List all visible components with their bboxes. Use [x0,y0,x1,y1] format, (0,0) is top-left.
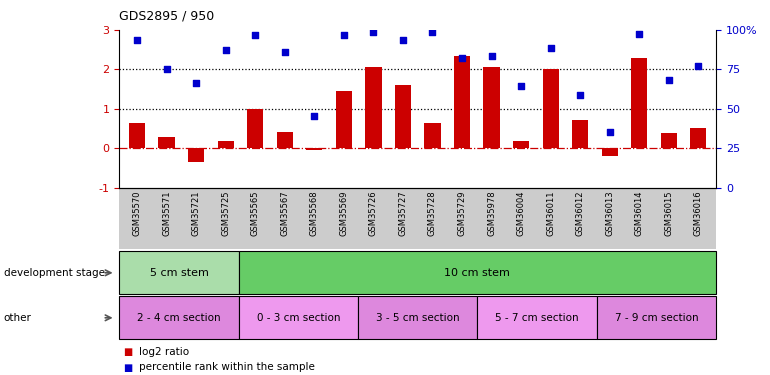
Point [692,63,705,69]
Point [279,49,291,55]
Bar [129,123,146,148]
Text: log2 ratio: log2 ratio [139,347,189,357]
Text: 10 cm stem: 10 cm stem [444,268,511,278]
Point [397,37,409,43]
Bar [395,85,411,148]
Text: 0 - 3 cm section: 0 - 3 cm section [256,313,340,323]
Point [160,66,172,72]
Bar [631,58,648,148]
Text: ■: ■ [123,363,132,372]
Text: 5 - 7 cm section: 5 - 7 cm section [495,313,579,323]
Bar [661,133,677,148]
Point [604,129,616,135]
Text: percentile rank within the sample: percentile rank within the sample [139,363,314,372]
Bar [454,56,470,148]
Point [338,32,350,38]
Bar [336,91,352,148]
Text: GDS2895 / 950: GDS2895 / 950 [119,9,215,22]
Text: development stage: development stage [4,268,105,278]
Bar [159,137,175,148]
Bar [690,128,707,148]
Point [456,56,468,62]
Bar [276,132,293,148]
Bar [543,69,559,148]
Bar [365,68,382,148]
Point [219,47,232,53]
Point [515,83,527,89]
Bar [513,141,529,148]
Text: 7 - 9 cm section: 7 - 9 cm section [614,313,698,323]
Point [544,45,557,51]
Bar [424,123,440,148]
Text: other: other [4,313,32,323]
Text: 3 - 5 cm section: 3 - 5 cm section [376,313,460,323]
Text: ■: ■ [123,347,132,357]
Point [190,80,203,86]
Bar [601,148,618,156]
Point [131,37,143,43]
Text: 2 - 4 cm section: 2 - 4 cm section [137,313,221,323]
Point [633,31,645,37]
Point [663,77,675,83]
Point [427,29,439,35]
Text: 5 cm stem: 5 cm stem [149,268,209,278]
Bar [218,141,234,148]
Point [485,53,497,58]
Bar [484,68,500,148]
Bar [188,148,204,162]
Point [308,113,320,119]
Bar [247,109,263,148]
Bar [572,120,588,148]
Point [249,32,261,38]
Point [367,29,380,35]
Bar [306,148,323,150]
Point [574,92,587,98]
